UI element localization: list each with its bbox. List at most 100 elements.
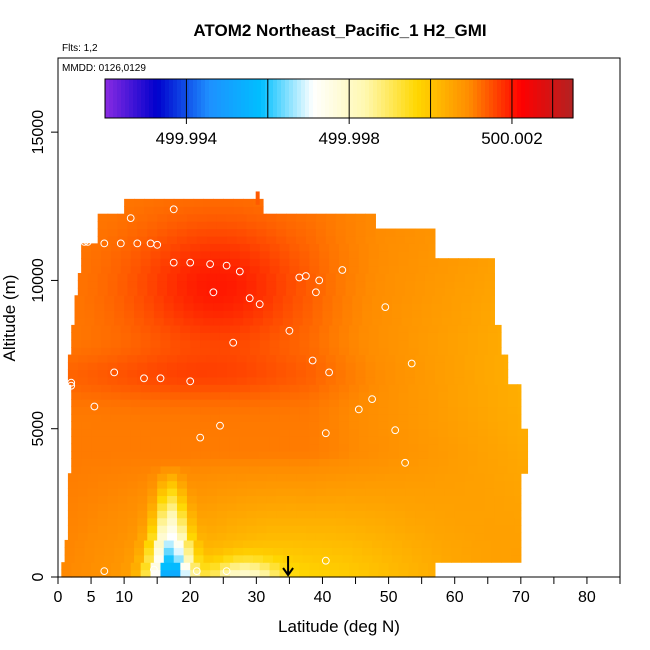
- heatmap-cell: [408, 421, 419, 430]
- heatmap-cell: [339, 406, 350, 415]
- heatmap-cell: [444, 473, 456, 482]
- heatmap-cell: [127, 510, 138, 519]
- heatmap-cell: [177, 532, 188, 541]
- heatmap-cell: [286, 280, 297, 289]
- heatmap-cell: [385, 235, 396, 244]
- heatmap-cell: [362, 310, 373, 319]
- heatmap-cell: [170, 428, 181, 437]
- heatmap-cell: [203, 539, 214, 548]
- colorbar-swatch: [321, 79, 326, 118]
- heatmap-cell: [358, 465, 370, 474]
- heatmap-cell: [74, 317, 86, 326]
- heatmap-field: [61, 191, 529, 578]
- heatmap-cell: [206, 287, 218, 296]
- heatmap-cell: [110, 562, 122, 571]
- heatmap-cell: [348, 250, 360, 259]
- heatmap-cell: [510, 547, 522, 556]
- heatmap-cell: [147, 488, 158, 497]
- heatmap-cell: [348, 436, 360, 445]
- heatmap-cell: [434, 525, 446, 534]
- observation-point: [206, 260, 215, 269]
- heatmap-cell: [309, 436, 320, 445]
- heatmap-cell: [309, 324, 320, 333]
- heatmap-cell: [167, 228, 178, 237]
- heatmap-cell: [322, 554, 333, 563]
- heatmap-cell: [186, 287, 198, 296]
- heatmap-cell: [388, 324, 400, 333]
- heatmap-cell: [325, 480, 337, 489]
- heatmap-cell: [91, 250, 102, 259]
- heatmap-cell: [180, 413, 191, 422]
- heatmap-cell: [140, 258, 152, 267]
- heatmap-cell: [289, 569, 300, 578]
- heatmap-cell: [401, 539, 413, 548]
- heatmap-cell: [100, 436, 112, 445]
- heatmap-cell: [223, 539, 234, 548]
- heatmap-cell: [424, 273, 436, 282]
- heatmap-cell: [229, 562, 241, 571]
- heatmap-cell: [147, 235, 158, 244]
- heatmap-cell: [97, 221, 109, 230]
- heatmap-cell: [147, 287, 158, 296]
- heatmap-cell: [418, 258, 429, 267]
- heatmap-cell: [428, 384, 439, 393]
- heatmap-cell: [196, 510, 208, 519]
- heatmap-cell: [153, 302, 165, 311]
- heatmap-cell: [177, 361, 188, 370]
- heatmap-cell: [249, 339, 261, 348]
- heatmap-cell: [74, 295, 86, 304]
- heatmap-cell: [71, 562, 82, 571]
- heatmap-cell: [180, 450, 191, 459]
- heatmap-cell: [71, 324, 82, 333]
- heatmap-cell: [130, 569, 142, 578]
- heatmap-cell: [388, 332, 400, 341]
- heatmap-cell: [312, 310, 324, 319]
- colorbar-swatch: [433, 79, 438, 118]
- heatmap-cell: [464, 273, 476, 282]
- heatmap-cell: [180, 399, 191, 408]
- heatmap-cell: [477, 339, 489, 348]
- heatmap-cell: [190, 399, 201, 408]
- heatmap-cell: [100, 384, 112, 393]
- heatmap-cell: [477, 265, 489, 274]
- heatmap-cell: [504, 525, 515, 534]
- heatmap-cell: [421, 554, 433, 563]
- heatmap-cell: [372, 295, 383, 304]
- heatmap-cell: [375, 525, 386, 534]
- colorbar-swatch: [257, 79, 262, 118]
- heatmap-cell: [100, 458, 112, 467]
- heatmap-cell: [266, 376, 277, 385]
- heatmap-cell: [458, 428, 469, 437]
- heatmap-cell: [514, 480, 522, 489]
- heatmap-cell: [249, 324, 261, 333]
- heatmap-cell: [249, 258, 261, 267]
- heatmap-cell: [91, 391, 102, 400]
- heatmap-cell: [368, 413, 380, 422]
- heatmap-cell: [391, 317, 403, 326]
- heatmap-cell: [289, 465, 300, 474]
- heatmap-cell: [484, 361, 495, 370]
- heatmap-cell: [395, 361, 406, 370]
- heatmap-cell: [309, 450, 320, 459]
- heatmap-cell: [127, 221, 138, 230]
- heatmap-cell: [385, 480, 396, 489]
- heatmap-cell: [219, 413, 231, 422]
- heatmap-cell: [358, 436, 370, 445]
- heatmap-cell: [385, 510, 396, 519]
- heatmap-cell: [226, 213, 238, 222]
- heatmap-cell: [299, 391, 310, 400]
- observation-point: [381, 303, 390, 312]
- heatmap-cell: [94, 295, 105, 304]
- heatmap-cell: [335, 280, 347, 289]
- heatmap-cell: [296, 488, 307, 497]
- colorbar-swatch: [397, 79, 402, 118]
- observation-point: [229, 338, 238, 347]
- heatmap-cell: [474, 488, 486, 497]
- heatmap-cell: [398, 243, 410, 252]
- heatmap-cell: [365, 510, 376, 519]
- observation-point: [321, 429, 330, 438]
- heatmap-cell: [249, 265, 261, 274]
- heatmap-cell: [325, 228, 337, 237]
- heatmap-cell: [348, 421, 360, 430]
- heatmap-cell: [180, 428, 191, 437]
